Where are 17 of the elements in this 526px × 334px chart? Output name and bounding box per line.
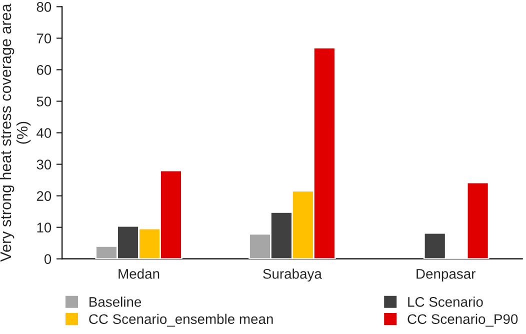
y-tick-label: 10 <box>37 222 52 232</box>
y-tick-label: 80 <box>36 2 52 12</box>
y-tick-label: 60 <box>36 65 52 75</box>
legend-label: CC Scenario_P90 <box>408 314 518 327</box>
legend-label: CC Scenario_ensemble mean <box>89 314 273 327</box>
y-tick-label: 40 <box>36 128 52 138</box>
y-tick-label: 20 <box>36 191 52 201</box>
y-tick-label: 30 <box>36 160 52 170</box>
y-tick-label: 70 <box>36 34 52 44</box>
y-tick-label: 0 <box>44 254 52 264</box>
y-tick-label: 50 <box>36 96 52 106</box>
legend-label: Baseline <box>90 296 142 307</box>
x-tick-label: Denpasar <box>416 269 476 282</box>
x-tick-label: Surabaya <box>263 268 322 282</box>
y-axis-title: Very strong heat stress coverage area (%) <box>0 4 31 262</box>
legend-label: LC Scenario <box>408 296 483 307</box>
x-tick-label: Medan <box>118 268 160 279</box>
